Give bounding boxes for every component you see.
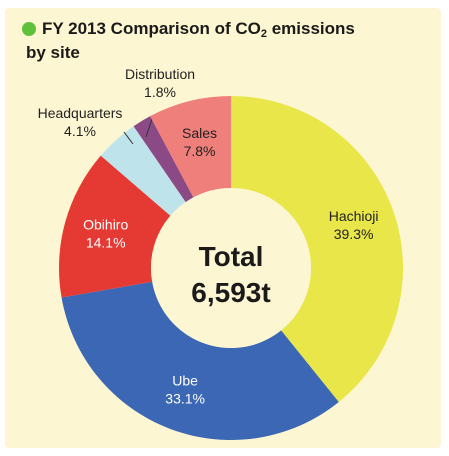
title-bullet-icon (22, 22, 36, 36)
slice-obihiro (59, 155, 171, 298)
center-label-total: Total (199, 241, 264, 272)
slice-value-headquarters: 4.1% (64, 123, 96, 139)
slice-value-hachioji: 39.3% (334, 226, 374, 242)
slice-sales (150, 96, 231, 198)
slice-hachioji (231, 96, 403, 403)
title-part-2: emissions (266, 19, 355, 38)
slice-headquarters (100, 126, 186, 216)
slice-label-sales: Sales (182, 125, 217, 141)
slice-label-hachioji: Hachioji (329, 208, 379, 224)
slice-label-headquarters: Headquarters (38, 105, 123, 121)
title-part-1: FY 2013 Comparison of CO (42, 19, 261, 38)
title-subscript: 2 (260, 28, 267, 40)
leader-line-distribution (145, 118, 153, 138)
slice-value-distribution: 1.8% (144, 84, 176, 100)
center-label-value: 6,593t (191, 277, 270, 308)
title-text: FY 2013 Comparison of CO2 emissions by s… (26, 18, 432, 63)
donut-center (151, 188, 311, 348)
slice-value-sales: 7.8% (184, 143, 216, 159)
slice-ube (61, 281, 339, 440)
leader-line-headquarters (123, 131, 134, 145)
slice-label-obihiro: Obihiro (83, 216, 128, 232)
title-line-2: by site (26, 43, 80, 62)
slice-value-obihiro: 14.1% (86, 234, 126, 250)
slice-value-ube: 33.1% (165, 391, 205, 407)
slice-label-ube: Ube (172, 373, 198, 389)
slice-distribution (133, 116, 194, 203)
slice-label-distribution: Distribution (125, 66, 195, 82)
